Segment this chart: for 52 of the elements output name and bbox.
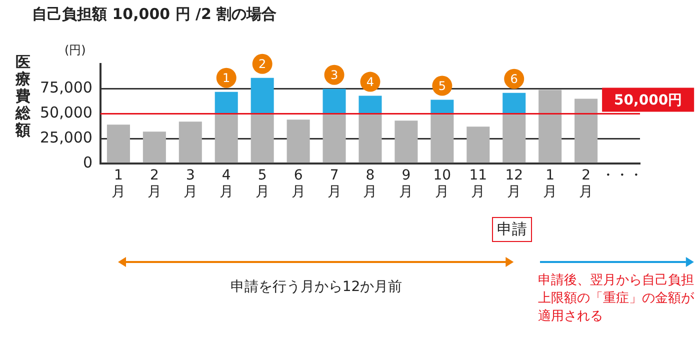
bar — [142, 132, 166, 163]
x-tick-label: 12 月 — [505, 167, 524, 200]
x-tick-label: 6 月 — [291, 167, 306, 200]
bar — [502, 92, 526, 114]
bar — [430, 100, 454, 114]
x-tick-label: 3 月 — [183, 167, 198, 200]
x-tick-label: 9 月 — [399, 167, 414, 200]
annotation: 6 — [510, 72, 518, 86]
bar — [322, 114, 346, 163]
bar — [250, 78, 274, 114]
annotation: 1 — [222, 70, 230, 85]
bar — [106, 124, 130, 163]
annotation: 5 — [438, 78, 446, 93]
text: 申請を行う月から12か月前 — [229, 278, 404, 296]
x-tick-label: 1 月 — [111, 167, 126, 200]
bar — [466, 126, 490, 163]
bar — [538, 90, 562, 163]
y-axis-title: 医療費総額 — [14, 53, 32, 139]
x-tick-label: 2 月 — [147, 167, 162, 200]
bar — [286, 120, 310, 163]
bar — [574, 98, 598, 163]
bar — [250, 114, 274, 163]
annotation: 2 — [258, 57, 266, 72]
x-tick-label: 1 月 — [543, 167, 558, 200]
bar — [214, 114, 238, 163]
x-tick-label: 4 月 — [219, 167, 234, 200]
ref-line-label: 50,000円 — [614, 92, 682, 108]
x-tick-label: 5 月 — [255, 167, 270, 200]
text: 申請後、翌月から自己負担上限額の「重症」の金額が適用される — [538, 272, 696, 326]
bar — [394, 120, 418, 163]
x-tick-label: 10 月 — [433, 167, 452, 200]
y-tick-label: 25,000 — [40, 128, 92, 146]
y-tick-label: 50,000 — [40, 104, 92, 122]
text: 申請 — [492, 217, 532, 242]
bar — [502, 114, 526, 163]
bar — [178, 122, 202, 163]
x-tick-label: ・・・ — [601, 167, 644, 184]
x-tick-label: 2 月 — [579, 167, 594, 200]
x-tick-label: 8 月 — [363, 167, 378, 200]
y-tick-label: 75,000 — [40, 78, 92, 97]
x-tick-label: 7 月 — [327, 167, 342, 200]
annotation: 3 — [330, 68, 338, 82]
bar — [358, 96, 382, 114]
chart-title: 自己負担額 10,000 円 /2 割の場合 — [32, 4, 277, 23]
bar — [430, 114, 454, 163]
x-tick-label: 11 月 — [469, 167, 488, 200]
bar — [214, 92, 238, 114]
y-tick-label: 0 — [82, 153, 92, 172]
bar — [322, 88, 346, 114]
text: (円) — [64, 42, 86, 59]
bar — [358, 114, 382, 163]
annotation: 4 — [366, 74, 374, 89]
